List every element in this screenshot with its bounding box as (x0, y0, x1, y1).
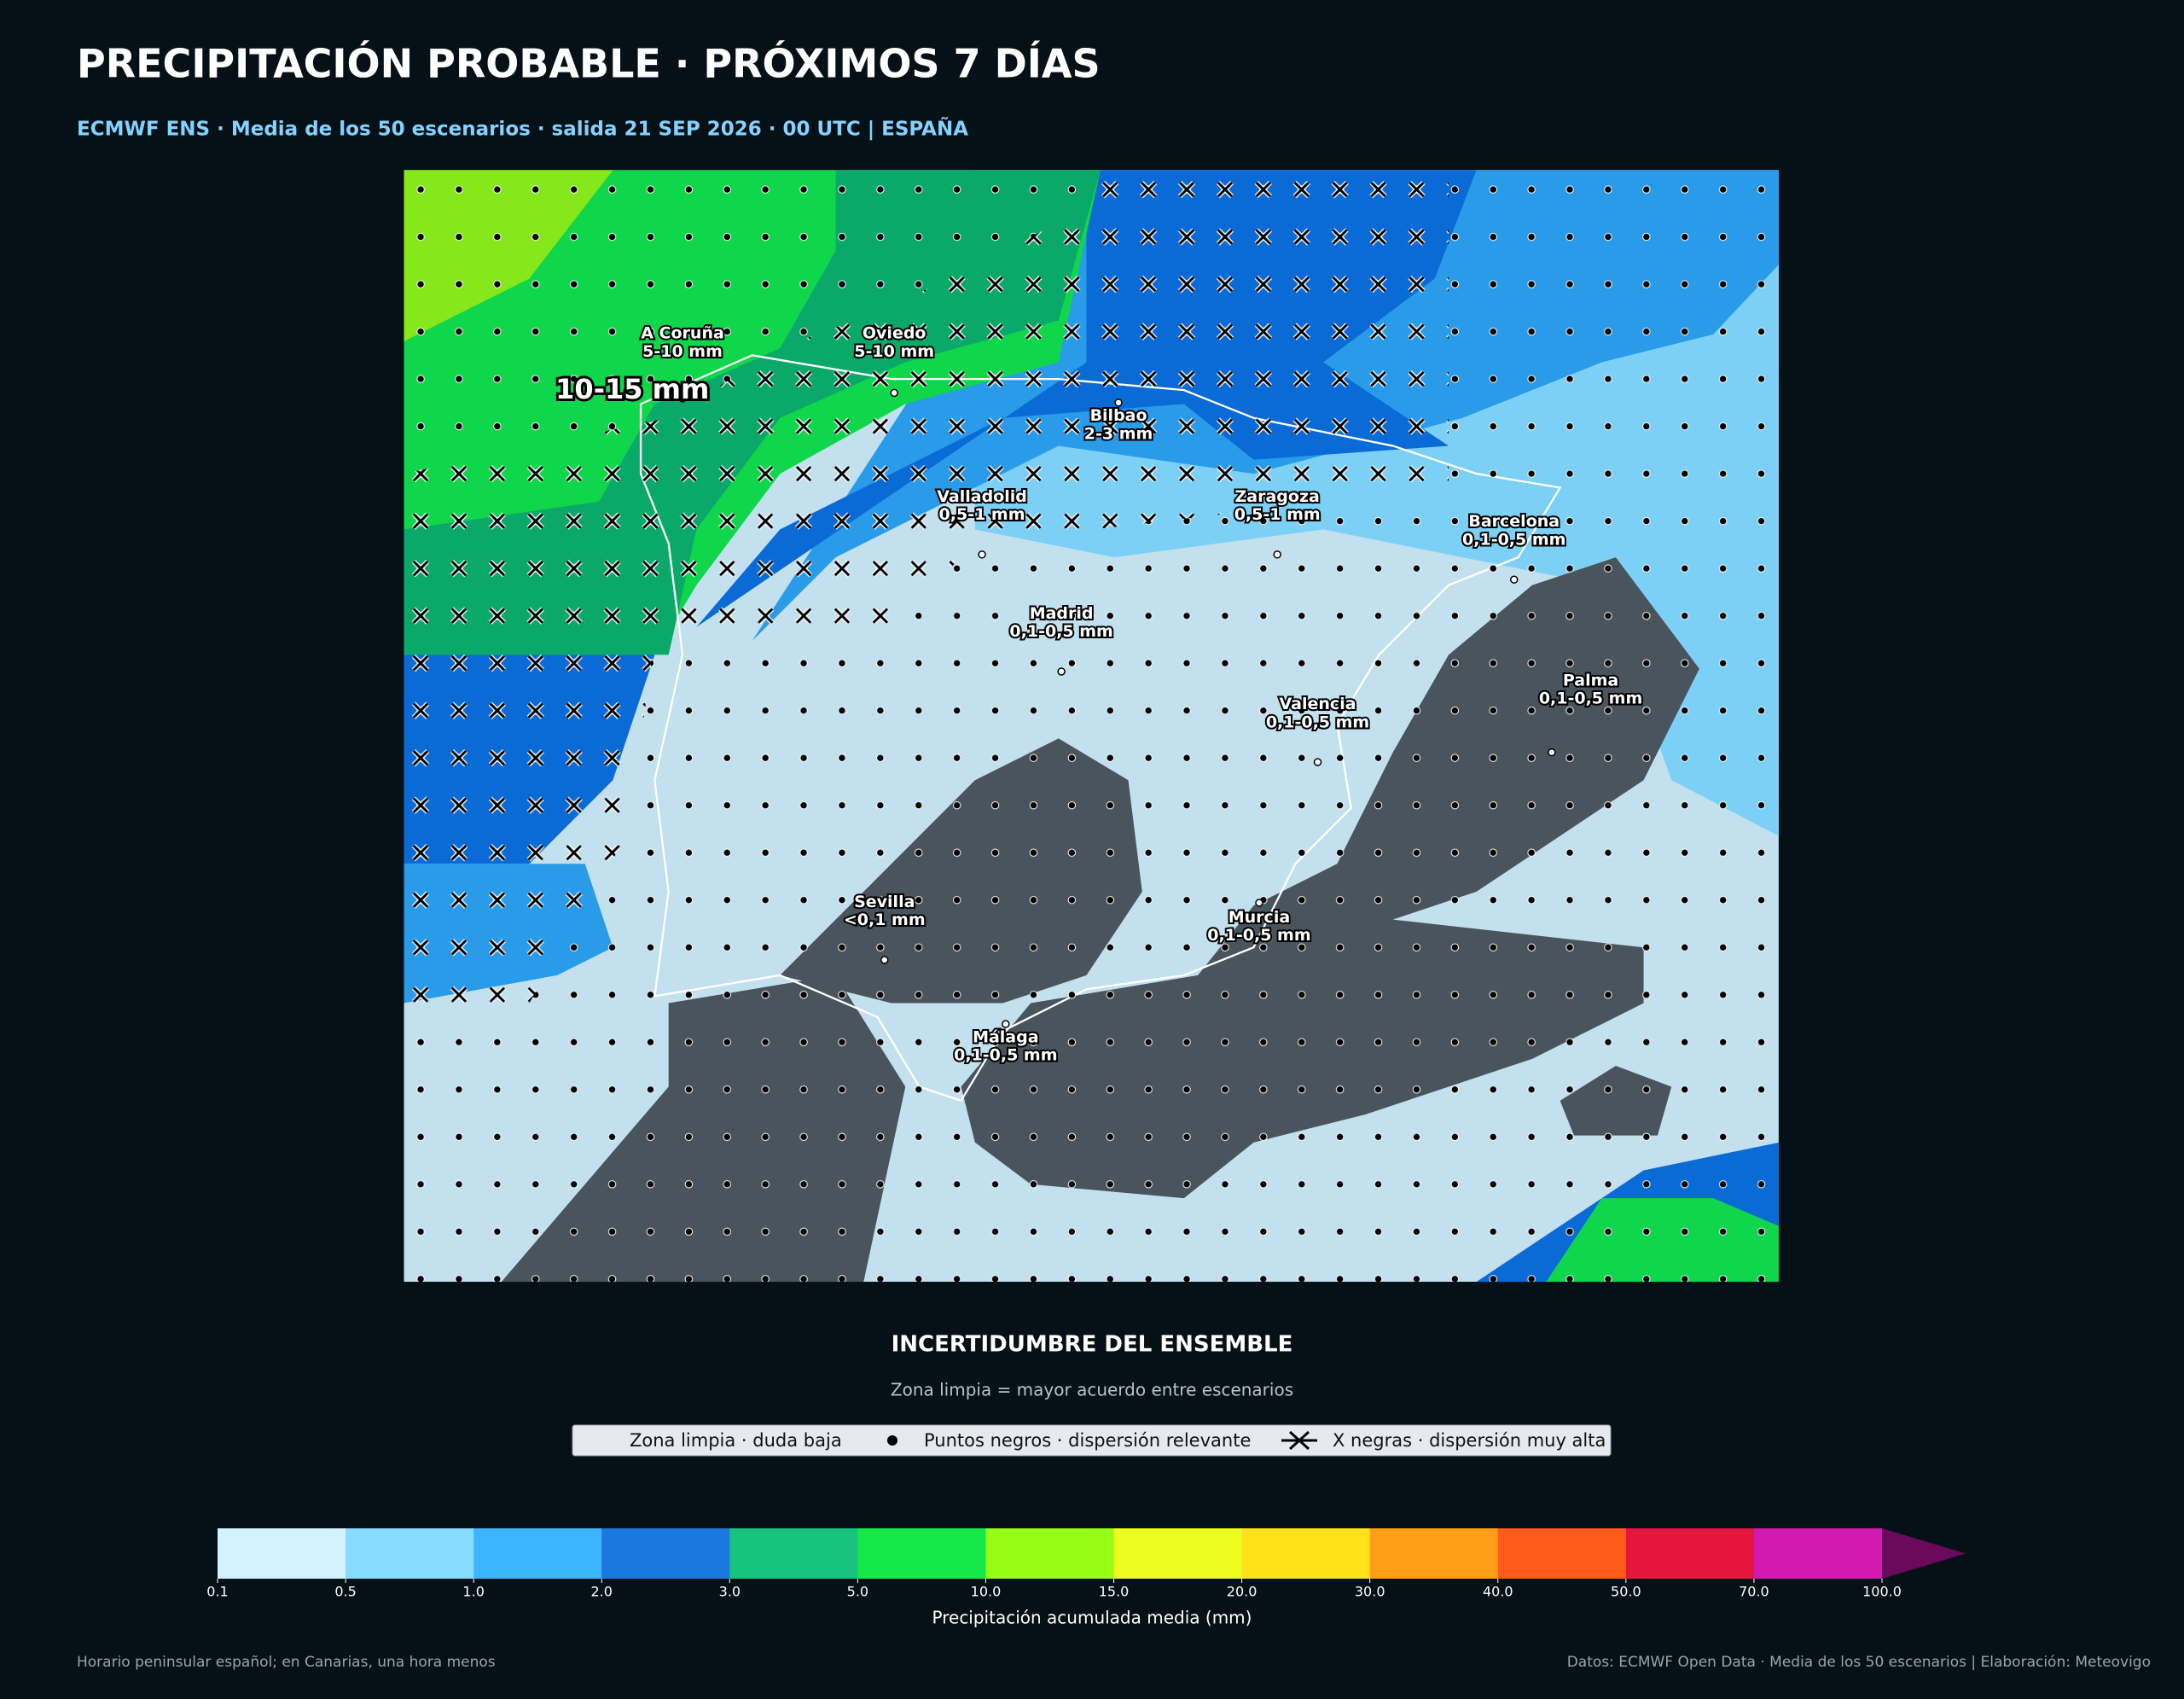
city-value: 0,5-1 mm (1234, 505, 1321, 524)
map (404, 170, 1779, 1283)
colorbar-extend (1882, 1528, 1966, 1579)
city-marker (1057, 667, 1066, 676)
colorbar-tick-label: 10.0 (971, 1584, 1002, 1600)
city-marker (1313, 758, 1322, 766)
colorbar-tick-label: 30.0 (1355, 1584, 1385, 1600)
city-marker (1114, 399, 1123, 407)
colorbar-segment (1369, 1528, 1499, 1579)
colorbar-segment (985, 1528, 1115, 1579)
legend-box (572, 1424, 1612, 1457)
city-value: 0,5-1 mm (939, 505, 1025, 524)
city-name: Málaga (973, 1027, 1038, 1046)
legend-item: Zona limpia · duda baja (630, 1430, 842, 1451)
colorbar: 0.1 0.5 1.0 2.0 3.0 5.0 10.0 15.0 20.0 30.0 40.0 50… (206, 1528, 1966, 1600)
city-marker (1548, 748, 1556, 757)
footer-right: Datos: ECMWF Open Data · Media de los 50… (1567, 1654, 2151, 1671)
city-marker (978, 550, 986, 559)
colorbar-tick-label: 20.0 (1227, 1584, 1258, 1600)
city-name: Zaragoza (1235, 487, 1320, 506)
colorbar-tick-label: 50.0 (1611, 1584, 1641, 1600)
city-name: A Coruña (641, 324, 724, 343)
colorbar-segment (346, 1528, 474, 1579)
city-marker (1273, 550, 1281, 559)
colorbar-tick-label: 3.0 (719, 1584, 741, 1600)
city-value: 0,1-0,5 mm (1539, 689, 1642, 708)
city-name: Valencia (1280, 695, 1356, 713)
city-value: 0,1-0,5 mm (1462, 530, 1565, 549)
city-name: Valladolid (937, 487, 1027, 506)
city-value: 2-3 mm (1084, 424, 1153, 443)
title: PRECIPITACIÓN PROBABLE · PRÓXIMOS 7 DÍAS (77, 41, 1101, 87)
city-name: Sevilla (854, 893, 915, 911)
colorbar-segment (218, 1528, 346, 1579)
city-name: Palma (1563, 671, 1618, 689)
footer-left: Horario peninsular español; en Canarias,… (77, 1654, 496, 1671)
city-name: Bilbao (1090, 406, 1147, 425)
city-value: 5-10 mm (854, 342, 934, 361)
colorbar-segment (729, 1528, 858, 1579)
colorbar-tick-label: 40.0 (1483, 1584, 1513, 1600)
city-marker (678, 394, 687, 403)
city-value: 0,1-0,5 mm (1207, 926, 1310, 945)
colorbar-segment (1625, 1528, 1755, 1579)
legend-item: X negras · dispersión muy alta (1333, 1430, 1606, 1451)
city-marker (1002, 1020, 1010, 1028)
colorbar-tick-label: 70.0 (1739, 1584, 1769, 1600)
city-value: <0,1 mm (844, 911, 926, 929)
city-name: Barcelona (1468, 512, 1560, 531)
colorbar-tick-label: 0.1 (206, 1584, 228, 1600)
city-marker (890, 388, 898, 398)
city-value: 5-10 mm (642, 342, 723, 361)
colorbar-label: Precipitación acumulada media (mm) (932, 1608, 1252, 1628)
colorbar-tick-label: 2.0 (591, 1584, 613, 1600)
city-value: 0,1-0,5 mm (1009, 622, 1112, 641)
city-marker (1509, 575, 1519, 584)
colorbar-tick-label: 1.0 (462, 1584, 484, 1600)
colorbar-tick-label: 5.0 (847, 1584, 868, 1600)
uncertainty-subtitle: Zona limpia = mayor acuerdo entre escena… (891, 1380, 1293, 1400)
colorbar-tick-label: 0.5 (334, 1584, 356, 1600)
highlight-label: 10-15 mm (555, 373, 709, 405)
colorbar-segment (601, 1528, 730, 1579)
colorbar-segment (1753, 1528, 1883, 1579)
city-marker (880, 956, 889, 964)
legend-dot (887, 1435, 897, 1446)
colorbar-segment (1113, 1528, 1243, 1579)
city-name: Madrid (1030, 604, 1094, 623)
legend-item: Puntos negros · dispersión relevante (924, 1430, 1251, 1451)
colorbar-segment (1241, 1528, 1371, 1579)
city-value: 0,1-0,5 mm (1266, 713, 1369, 731)
legend-x (1281, 1430, 1317, 1451)
colorbar-segment (473, 1528, 602, 1579)
city-marker (1255, 899, 1263, 907)
colorbar-tick-label: 15.0 (1099, 1584, 1130, 1600)
city-value: 0,1-0,5 mm (954, 1045, 1057, 1064)
colorbar-segment (857, 1528, 986, 1579)
city-name: Murcia (1228, 908, 1290, 927)
colorbar-tick-label: 100.0 (1862, 1584, 1902, 1600)
uncertainty-title: INCERTIDUMBRE DEL ENSEMBLE (892, 1332, 1293, 1358)
subtitle: ECMWF ENS · Media de los 50 escenarios ·… (77, 117, 968, 141)
city-name: Oviedo (863, 324, 926, 343)
colorbar-segment (1497, 1528, 1627, 1579)
